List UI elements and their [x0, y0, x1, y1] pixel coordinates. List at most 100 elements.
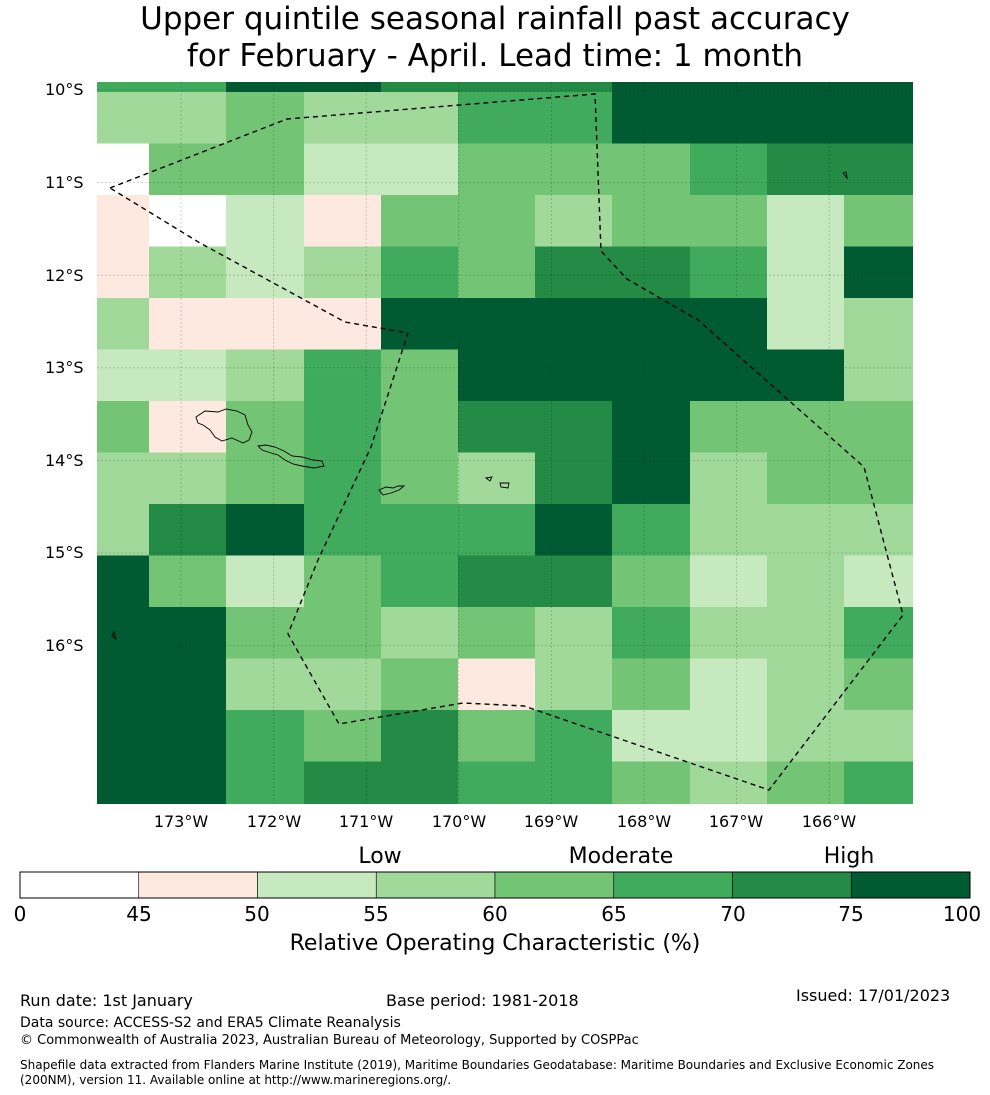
grid-cell [97, 401, 149, 453]
grid-cell [381, 710, 458, 762]
grid-cell [304, 82, 381, 92]
grid-cell [535, 92, 612, 144]
grid-cell [767, 298, 844, 350]
map-title-line1: Upper quintile seasonal rainfall past ac… [140, 1, 850, 37]
grid-cell [767, 82, 844, 92]
island-upolu [257, 444, 325, 469]
grid-cell [612, 452, 690, 504]
grid-cell [304, 195, 381, 247]
grid-cell [97, 143, 149, 195]
grid-cell [458, 195, 535, 247]
grid-cell [690, 452, 767, 504]
grid-cell [381, 246, 458, 298]
grid-cell [767, 195, 844, 247]
data-source: Data source: ACCESS-S2 and ERA5 Climate … [20, 1015, 401, 1031]
grid-cell [767, 607, 844, 659]
grid-cell [304, 658, 381, 710]
grid-cell [690, 555, 767, 607]
grid-cell [226, 504, 304, 556]
grid-cell [844, 143, 913, 195]
grid-cell [690, 143, 767, 195]
grid-cell [381, 452, 458, 504]
grid-cell [304, 504, 381, 556]
grid-cell [226, 452, 304, 504]
grid-cell [381, 82, 458, 92]
grid-cell [458, 298, 535, 350]
grid-cell [149, 504, 226, 556]
colorbar-tick-label: 55 [363, 902, 389, 926]
grid-cell [458, 246, 535, 298]
grid-cell [612, 555, 690, 607]
grid-cell [226, 92, 304, 144]
colorbar-tick-label: 75 [838, 902, 864, 926]
grid-cell [844, 298, 913, 350]
grid-cell [149, 452, 226, 504]
grid-cell [149, 246, 226, 298]
colorbar-swatch [375, 871, 496, 899]
grid-cell [535, 761, 612, 804]
grid-cell [535, 607, 612, 659]
grid-cell [690, 761, 767, 804]
islands [111, 171, 848, 641]
grid-cell [304, 246, 381, 298]
grid-cell [149, 92, 226, 144]
grid-cell [226, 710, 304, 762]
grid-cell [149, 143, 226, 195]
island-rose [111, 630, 117, 641]
grid-cell [535, 349, 612, 401]
grid-cell [690, 246, 767, 298]
grid-cell [149, 349, 226, 401]
grid-cell [535, 504, 612, 556]
grid-cell [690, 92, 767, 144]
grid-cell [844, 504, 913, 556]
legend-category-moderate: Moderate [568, 844, 674, 869]
grid-cell [458, 452, 535, 504]
grid-cell [458, 401, 535, 453]
lat-label: 11°S [45, 173, 84, 192]
island-tau [499, 482, 510, 489]
grid-cell [458, 761, 535, 804]
grid-cell [612, 504, 690, 556]
lon-label: 166°W [801, 812, 857, 831]
run-date: Run date: 1st January [20, 991, 193, 1010]
grid-cell [690, 195, 767, 247]
grid-cell [844, 452, 913, 504]
grid-cell [304, 710, 381, 762]
grid-cell [767, 658, 844, 710]
grid-cell [226, 658, 304, 710]
island-ofu [484, 476, 493, 482]
grid-cell [97, 761, 149, 804]
grid-cell [844, 761, 913, 804]
grid-cell [612, 92, 690, 144]
grid-cell [612, 710, 690, 762]
grid-cell [612, 195, 690, 247]
grid-cell [690, 298, 767, 350]
grid-cell [226, 195, 304, 247]
lon-label: 167°W [708, 812, 764, 831]
grid-cell [767, 401, 844, 453]
legend-category-low: Low [358, 844, 402, 869]
grid-cell [612, 761, 690, 804]
grid-cell [226, 246, 304, 298]
grid-cell [458, 658, 535, 710]
grid-cell [97, 607, 149, 659]
grid-cell [767, 710, 844, 762]
grid-cell [97, 195, 149, 247]
grid-cell [690, 349, 767, 401]
island-savaii [195, 408, 253, 444]
lon-label: 172°W [246, 812, 302, 831]
grid-cell [458, 555, 535, 607]
grid-cell [226, 401, 304, 453]
grid-cell [97, 298, 149, 350]
colorbar-tick-label: 50 [244, 902, 270, 926]
grid-cell [844, 401, 913, 453]
grid-cell [381, 607, 458, 659]
lat-label: 12°S [45, 266, 84, 285]
grid-cell [458, 349, 535, 401]
island-tutuila [378, 485, 406, 496]
colorbar-tick-label: 100 [942, 902, 982, 926]
grid-cell [612, 658, 690, 710]
grid-cell [381, 401, 458, 453]
